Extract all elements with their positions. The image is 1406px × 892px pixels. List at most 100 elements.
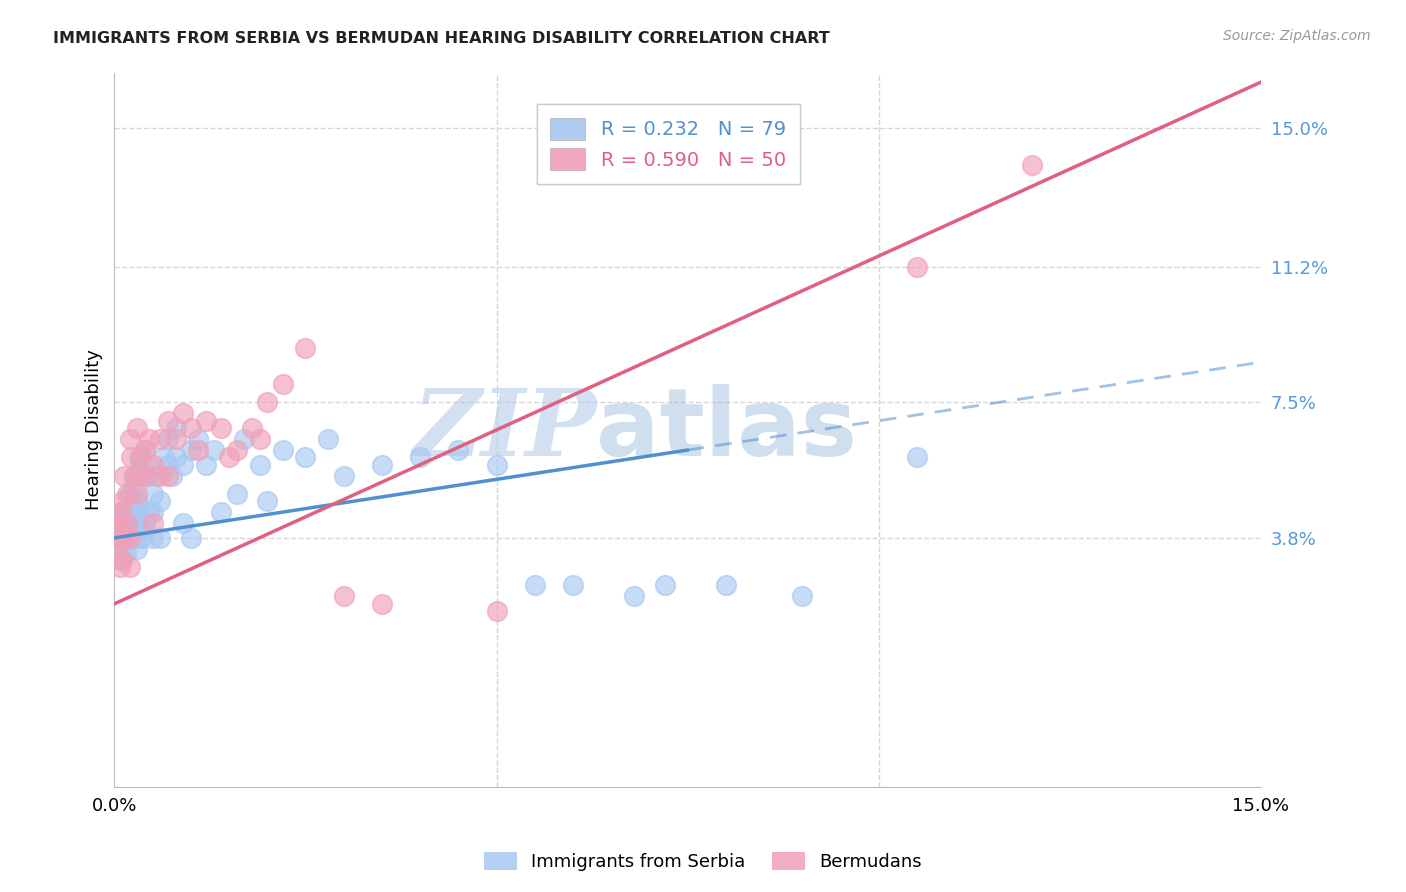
Point <box>128 458 150 472</box>
Point <box>240 421 263 435</box>
Point <box>134 443 156 458</box>
Point <box>110 531 132 545</box>
Point <box>110 531 132 545</box>
Point <box>485 604 508 618</box>
Point <box>160 468 183 483</box>
Point <box>562 578 585 592</box>
Point <box>249 432 271 446</box>
Point <box>149 432 172 446</box>
Point <box>108 524 131 538</box>
Point <box>118 531 141 545</box>
Point <box>107 541 129 556</box>
Point <box>225 487 247 501</box>
Point <box>195 414 218 428</box>
Point <box>120 450 142 465</box>
Point <box>120 516 142 531</box>
Point <box>127 494 149 508</box>
Point <box>115 531 138 545</box>
Point <box>180 531 202 545</box>
Point <box>209 505 232 519</box>
Point <box>156 458 179 472</box>
Point <box>134 458 156 472</box>
Point <box>127 421 149 435</box>
Point <box>172 516 194 531</box>
Point <box>156 432 179 446</box>
Legend: Immigrants from Serbia, Bermudans: Immigrants from Serbia, Bermudans <box>477 845 929 879</box>
Point <box>1021 157 1043 171</box>
Point <box>134 468 156 483</box>
Point <box>112 531 135 545</box>
Point <box>118 432 141 446</box>
Point <box>271 443 294 458</box>
Point <box>318 432 340 446</box>
Point <box>172 406 194 420</box>
Point <box>187 443 209 458</box>
Point <box>485 458 508 472</box>
Point <box>118 505 141 519</box>
Point <box>145 468 167 483</box>
Point <box>905 260 928 274</box>
Point <box>134 443 156 458</box>
Point <box>792 590 814 604</box>
Point <box>128 450 150 465</box>
Point <box>111 541 134 556</box>
Point <box>714 578 737 592</box>
Point <box>195 458 218 472</box>
Point <box>332 468 354 483</box>
Point <box>202 443 225 458</box>
Point <box>112 516 135 531</box>
Point <box>138 432 160 446</box>
Point <box>256 494 278 508</box>
Point <box>115 516 138 531</box>
Point <box>134 516 156 531</box>
Point <box>409 450 432 465</box>
Point <box>156 414 179 428</box>
Legend: R = 0.232   N = 79, R = 0.590   N = 50: R = 0.232 N = 79, R = 0.590 N = 50 <box>537 104 800 184</box>
Point <box>108 516 131 531</box>
Point <box>124 480 146 494</box>
Point <box>371 458 394 472</box>
Point <box>112 468 135 483</box>
Point <box>209 421 232 435</box>
Point <box>447 443 470 458</box>
Point <box>122 468 145 483</box>
Point <box>256 395 278 409</box>
Point <box>249 458 271 472</box>
Point <box>623 590 645 604</box>
Point <box>111 524 134 538</box>
Point <box>127 487 149 501</box>
Point <box>117 487 139 501</box>
Point <box>105 524 128 538</box>
Point <box>138 505 160 519</box>
Point <box>523 578 546 592</box>
Point <box>105 531 128 545</box>
Point <box>114 505 136 519</box>
Y-axis label: Hearing Disability: Hearing Disability <box>86 350 103 510</box>
Point <box>654 578 676 592</box>
Point <box>127 531 149 545</box>
Point <box>142 458 165 472</box>
Point <box>165 432 187 446</box>
Point <box>187 432 209 446</box>
Point <box>115 531 138 545</box>
Point <box>127 541 149 556</box>
Point <box>142 531 165 545</box>
Point <box>115 545 138 559</box>
Text: Source: ZipAtlas.com: Source: ZipAtlas.com <box>1223 29 1371 43</box>
Point <box>131 531 153 545</box>
Point <box>165 421 187 435</box>
Point <box>121 494 143 508</box>
Point <box>294 450 316 465</box>
Point <box>110 505 132 519</box>
Point <box>124 505 146 519</box>
Point <box>108 560 131 574</box>
Point <box>156 468 179 483</box>
Point <box>107 516 129 531</box>
Point <box>107 541 129 556</box>
Point <box>142 516 165 531</box>
Point <box>905 450 928 465</box>
Point <box>110 505 132 519</box>
Point <box>129 524 152 538</box>
Point <box>112 524 135 538</box>
Point <box>225 443 247 458</box>
